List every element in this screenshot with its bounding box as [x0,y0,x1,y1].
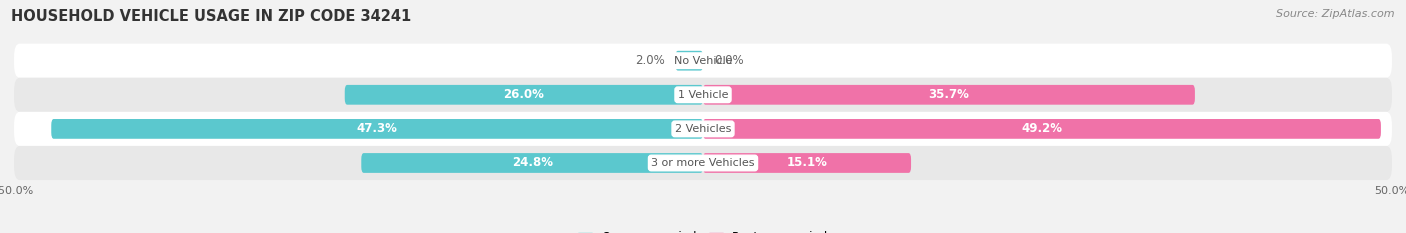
FancyBboxPatch shape [675,51,703,71]
FancyBboxPatch shape [14,44,1392,78]
FancyBboxPatch shape [703,153,911,173]
Text: HOUSEHOLD VEHICLE USAGE IN ZIP CODE 34241: HOUSEHOLD VEHICLE USAGE IN ZIP CODE 3424… [11,9,412,24]
Text: 35.7%: 35.7% [928,88,969,101]
FancyBboxPatch shape [51,119,703,139]
Text: 47.3%: 47.3% [357,122,398,135]
FancyBboxPatch shape [14,78,1392,112]
FancyBboxPatch shape [14,112,1392,146]
FancyBboxPatch shape [361,153,703,173]
Text: 2 Vehicles: 2 Vehicles [675,124,731,134]
Text: 3 or more Vehicles: 3 or more Vehicles [651,158,755,168]
FancyBboxPatch shape [14,146,1392,180]
FancyBboxPatch shape [703,85,1195,105]
Text: 2.0%: 2.0% [634,54,665,67]
Text: 15.1%: 15.1% [786,157,828,169]
Legend: Owner-occupied, Renter-occupied: Owner-occupied, Renter-occupied [572,226,834,233]
Text: Source: ZipAtlas.com: Source: ZipAtlas.com [1277,9,1395,19]
Text: 0.0%: 0.0% [714,54,744,67]
Text: 49.2%: 49.2% [1021,122,1063,135]
Text: No Vehicle: No Vehicle [673,56,733,66]
Text: 26.0%: 26.0% [503,88,544,101]
FancyBboxPatch shape [703,119,1381,139]
FancyBboxPatch shape [344,85,703,105]
Text: 24.8%: 24.8% [512,157,553,169]
Text: 1 Vehicle: 1 Vehicle [678,90,728,100]
